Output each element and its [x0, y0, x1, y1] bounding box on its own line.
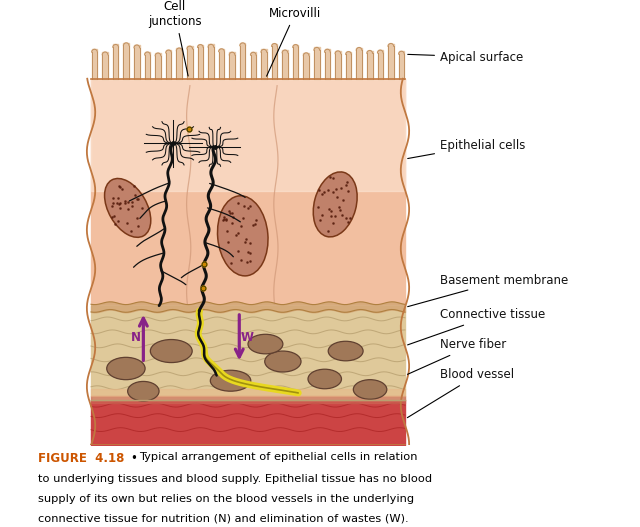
Ellipse shape [328, 341, 363, 361]
Polygon shape [367, 51, 372, 53]
Text: Typical arrangement of epithelial cells in relation: Typical arrangement of epithelial cells … [139, 452, 417, 462]
Polygon shape [92, 50, 97, 52]
Polygon shape [271, 44, 277, 46]
Polygon shape [166, 50, 172, 53]
Polygon shape [335, 51, 340, 54]
Polygon shape [356, 47, 362, 50]
Ellipse shape [104, 179, 151, 237]
Polygon shape [113, 44, 118, 47]
Polygon shape [314, 47, 319, 50]
Polygon shape [187, 46, 193, 49]
Text: supply of its own but relies on the blood vessels in the underlying: supply of its own but relies on the bloo… [38, 494, 413, 504]
Ellipse shape [248, 334, 283, 354]
Text: Connective tissue: Connective tissue [408, 308, 545, 345]
Polygon shape [250, 52, 256, 55]
Polygon shape [156, 53, 161, 56]
Ellipse shape [127, 382, 159, 401]
Text: FIGURE  4.18: FIGURE 4.18 [38, 452, 124, 465]
Ellipse shape [313, 172, 357, 237]
Ellipse shape [150, 339, 192, 363]
Text: to underlying tissues and blood supply. Epithelial tissue has no blood: to underlying tissues and blood supply. … [38, 474, 431, 484]
Polygon shape [399, 51, 404, 54]
Text: Epithelial cells: Epithelial cells [408, 139, 525, 159]
Text: Cell
junctions: Cell junctions [148, 0, 202, 76]
Polygon shape [324, 49, 330, 52]
Text: connective tissue for nutrition (N) and elimination of wastes (W).: connective tissue for nutrition (N) and … [38, 514, 408, 524]
Text: •: • [130, 452, 136, 465]
Ellipse shape [211, 370, 251, 391]
Polygon shape [378, 50, 383, 53]
Polygon shape [198, 45, 203, 47]
Polygon shape [124, 43, 129, 46]
Ellipse shape [353, 379, 387, 399]
Text: N: N [131, 331, 141, 344]
Text: Basement membrane: Basement membrane [408, 274, 568, 307]
Polygon shape [293, 45, 298, 47]
Polygon shape [219, 49, 225, 52]
Polygon shape [145, 52, 150, 55]
Polygon shape [102, 52, 108, 55]
Polygon shape [240, 43, 246, 46]
Text: Microvilli: Microvilli [267, 7, 321, 76]
Text: W: W [241, 331, 253, 344]
Polygon shape [177, 48, 182, 51]
Text: Nerve fiber: Nerve fiber [408, 338, 506, 374]
Polygon shape [208, 44, 214, 47]
Polygon shape [303, 53, 309, 56]
Polygon shape [229, 52, 235, 55]
Ellipse shape [308, 369, 342, 389]
Polygon shape [134, 45, 140, 48]
Polygon shape [261, 50, 267, 52]
Text: Blood vessel: Blood vessel [407, 368, 514, 418]
Ellipse shape [107, 357, 145, 379]
Ellipse shape [218, 196, 268, 276]
Polygon shape [346, 52, 351, 54]
Polygon shape [282, 50, 288, 53]
Text: Apical surface: Apical surface [408, 51, 524, 63]
Ellipse shape [265, 351, 301, 372]
Polygon shape [388, 44, 394, 46]
